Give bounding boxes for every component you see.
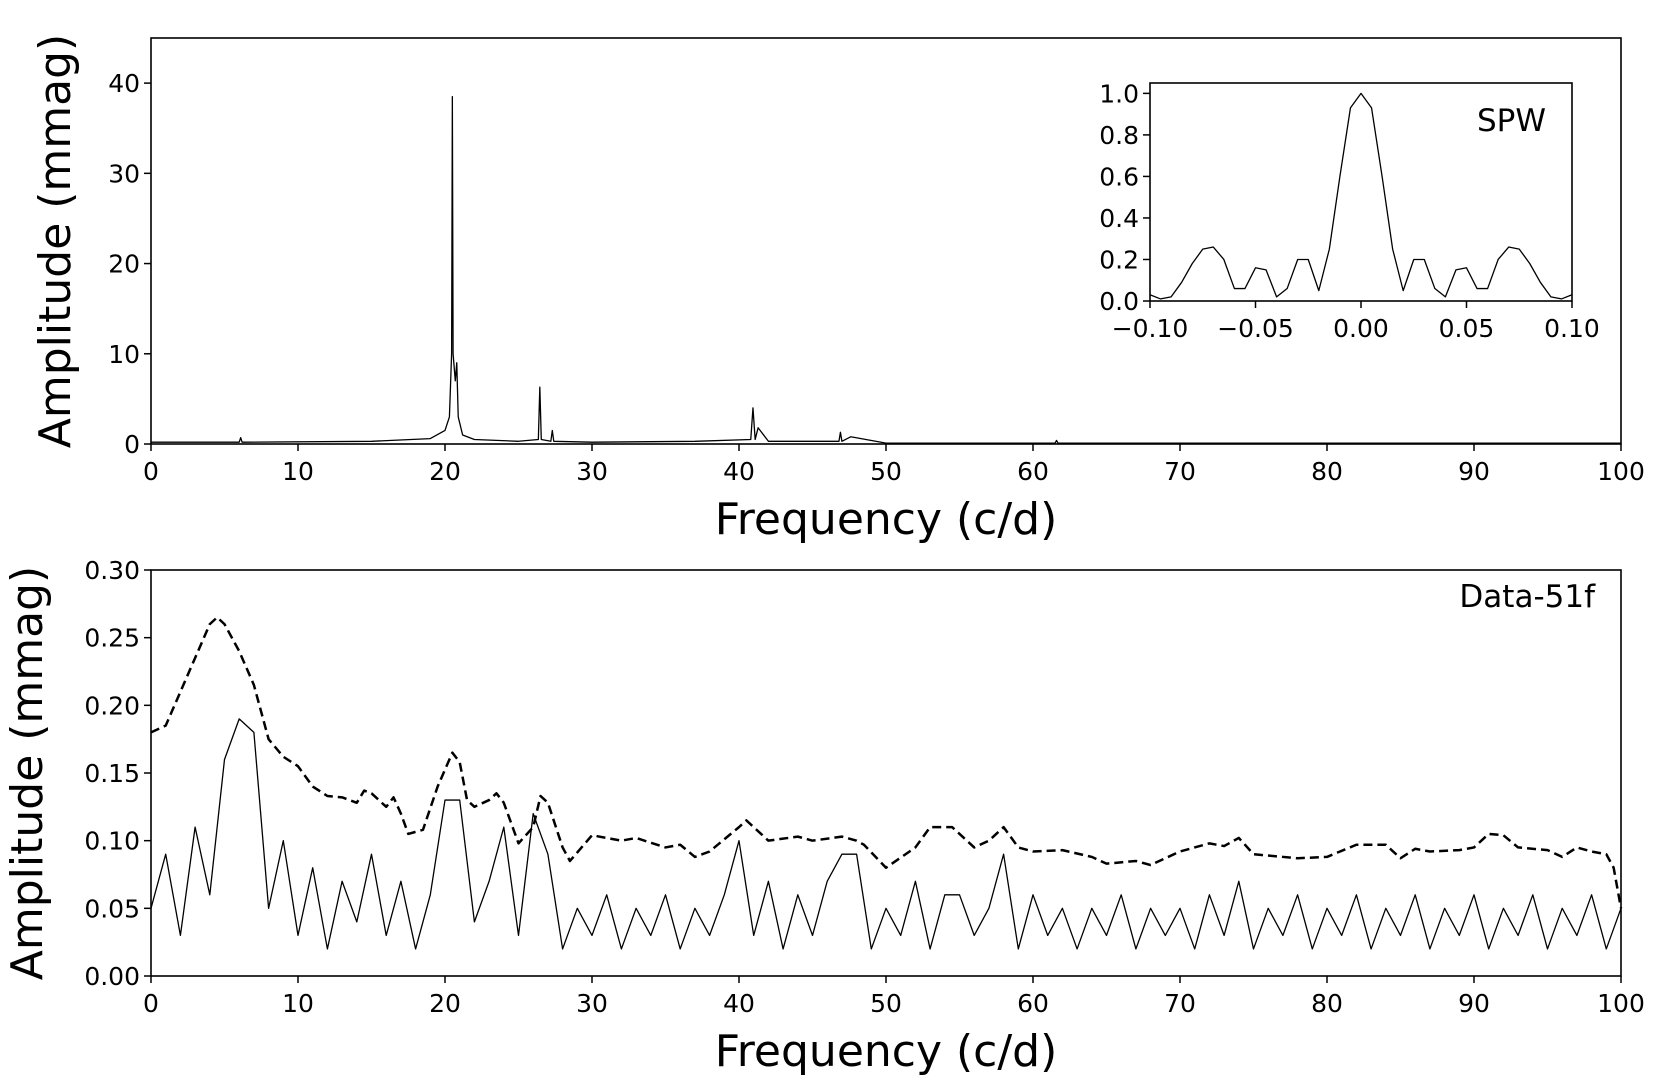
x-tick-label: 40 [723,457,755,486]
x-tick-label: 90 [1458,989,1490,1018]
axes-frame [150,569,1622,977]
y-axis-label: Amplitude (mmag) [2,566,53,980]
y-tick-label: 0.4 [1099,204,1139,233]
y-tick-label: 1.0 [1099,79,1139,108]
y-tick-label: 0.25 [84,624,140,653]
x-tick-label: 30 [576,457,608,486]
x-tick-label: −0.10 [1112,314,1189,343]
x-tick-label: 70 [1164,457,1196,486]
spectrum-line [1149,92,1573,300]
y-tick-label: 0.30 [84,556,140,585]
y-tick-label: 40 [108,69,140,98]
x-tick-label: 80 [1311,457,1343,486]
y-tick-label: 0.8 [1099,121,1139,150]
x-tick-label: 80 [1311,989,1343,1018]
x-tick-label: 0 [143,457,159,486]
y-tick-label: 0.20 [84,691,140,720]
y-tick-label: 30 [108,159,140,188]
x-tick-label: 90 [1458,457,1490,486]
y-tick-label: 10 [108,340,140,369]
y-tick-label: 0.05 [84,894,140,923]
x-tick-label: 0 [143,989,159,1018]
x-tick-label: 50 [870,989,902,1018]
y-tick-label: 0.6 [1099,162,1139,191]
x-tick-label: 10 [282,989,314,1018]
x-tick-label: 0.10 [1544,314,1600,343]
annotation: SPW [1477,103,1546,139]
x-tick-label: 100 [1597,989,1645,1018]
x-tick-label: 20 [429,457,461,486]
x-tick-label: 70 [1164,989,1196,1018]
plot-area [151,570,1621,976]
y-tick-label: 0.2 [1099,245,1139,274]
spectrum-line [151,95,1621,444]
x-tick-label: 40 [723,989,755,1018]
axes-frame [150,37,1622,445]
x-tick-label: −0.05 [1217,314,1294,343]
x-tick-label: 50 [870,457,902,486]
y-tick-label: 0.0 [1099,287,1139,316]
x-axis-label: Frequency (c/d) [715,1026,1058,1077]
x-tick-label: 0.00 [1333,314,1389,343]
x-tick-label: 30 [576,989,608,1018]
x-tick-label: 10 [282,457,314,486]
x-tick-label: 100 [1597,457,1645,486]
x-axis-label: Frequency (c/d) [715,494,1058,545]
y-tick-label: 0.00 [84,962,140,991]
x-tick-label: 20 [429,989,461,1018]
annotation: Data-51f [1459,579,1596,615]
x-tick-label: 60 [1017,989,1049,1018]
x-tick-label: 60 [1017,457,1049,486]
x-tick-label: 0.05 [1439,314,1495,343]
spectrum-line [150,718,1622,950]
y-tick-label: 0.15 [84,759,140,788]
y-tick-label: 20 [108,250,140,279]
y-tick-label: 0 [124,430,140,459]
y-axis-label: Amplitude (mmag) [30,34,81,448]
noise-line [150,616,1623,909]
axes-frame [1149,82,1573,302]
y-tick-label: 0.10 [84,827,140,856]
plot-area [1150,83,1572,301]
